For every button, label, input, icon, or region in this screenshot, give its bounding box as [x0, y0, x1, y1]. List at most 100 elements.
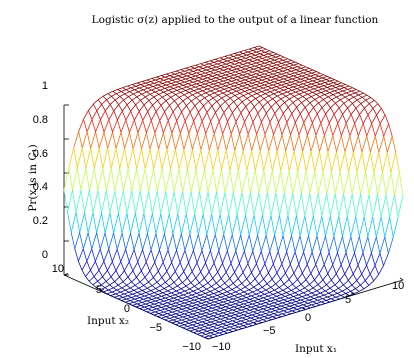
mesh-line — [329, 92, 334, 95]
mesh-line — [239, 312, 244, 316]
mesh-line — [145, 81, 151, 84]
mesh-line — [248, 57, 255, 61]
mesh-line — [142, 87, 149, 91]
mesh-line — [209, 303, 214, 306]
mesh-line — [206, 299, 212, 303]
mesh-line — [335, 273, 341, 281]
mesh-line — [283, 297, 289, 301]
mesh-line — [184, 312, 190, 315]
mesh-line — [231, 90, 237, 94]
mesh-line — [319, 82, 325, 85]
mesh-line — [333, 82, 338, 85]
mesh-line — [223, 79, 229, 82]
z-axis-label: Pr(x is in C₁) — [27, 144, 39, 211]
mesh-line — [261, 48, 267, 52]
mesh-line — [293, 296, 298, 299]
mesh-line — [191, 72, 197, 75]
mesh-line — [353, 151, 358, 173]
mesh-line — [281, 84, 285, 88]
mesh-line — [175, 322, 181, 325]
mesh-line — [200, 92, 207, 96]
mesh-line — [230, 315, 235, 319]
mesh-line — [109, 212, 114, 234]
mesh-line — [267, 101, 272, 108]
mesh-line — [200, 271, 205, 279]
mesh-line — [199, 327, 204, 330]
mesh-line — [332, 92, 339, 95]
mesh-line — [134, 87, 140, 91]
mesh-line — [264, 293, 269, 297]
mesh-line — [202, 88, 208, 92]
mesh-line — [190, 169, 197, 192]
mesh-line — [130, 104, 136, 112]
mesh-line — [124, 93, 129, 97]
mesh-line — [257, 320, 262, 324]
mesh-line — [271, 64, 277, 67]
mesh-line — [349, 123, 356, 136]
mesh-line — [314, 273, 320, 281]
mesh-line — [257, 87, 264, 91]
mesh-line — [221, 72, 226, 76]
mesh-line — [181, 75, 188, 78]
mesh-line — [255, 305, 260, 308]
mesh-line — [204, 82, 210, 85]
mesh-line — [163, 300, 168, 304]
mesh-line — [275, 76, 281, 80]
mesh-line — [328, 83, 333, 87]
mesh-line — [237, 308, 242, 311]
mesh-line — [207, 86, 213, 90]
mesh-line — [292, 77, 298, 80]
mesh-line — [286, 60, 292, 63]
mesh-line — [232, 320, 237, 323]
mesh-line — [253, 68, 258, 72]
mesh-line — [327, 96, 333, 100]
mesh-line — [182, 282, 187, 287]
mesh-line — [216, 306, 221, 309]
mesh-line — [233, 65, 239, 68]
mesh-line — [249, 309, 254, 313]
mesh-line — [169, 75, 174, 78]
mesh-line — [224, 66, 229, 70]
mesh-line — [246, 272, 252, 280]
mesh-line — [224, 65, 230, 68]
mesh-line — [110, 168, 116, 191]
mesh-line — [239, 92, 244, 96]
mesh-line — [282, 59, 287, 63]
mesh-line — [63, 189, 68, 213]
mesh-line — [288, 273, 295, 280]
mesh-line — [125, 249, 130, 262]
mesh-line — [251, 313, 258, 316]
mesh-line — [340, 295, 345, 298]
mesh-line — [152, 305, 158, 308]
mesh-line — [326, 77, 332, 80]
mesh-line — [219, 298, 225, 301]
mesh-line — [165, 314, 172, 318]
mesh-line — [373, 274, 379, 282]
mesh-line — [300, 67, 305, 71]
mesh-line — [119, 293, 125, 297]
mesh-line — [346, 194, 353, 217]
mesh-line — [209, 323, 215, 326]
mesh-line — [361, 94, 368, 98]
mesh-line — [150, 313, 155, 316]
mesh-line — [229, 306, 235, 309]
mesh-line — [199, 278, 205, 284]
mesh-line — [202, 77, 208, 80]
mesh-line — [299, 81, 304, 85]
mesh-line — [156, 281, 161, 287]
mesh-line — [133, 91, 139, 95]
mesh-line — [245, 286, 250, 291]
mesh-line — [155, 213, 162, 234]
mesh-line — [211, 105, 216, 113]
mesh-line — [209, 301, 215, 304]
mesh-line — [136, 82, 141, 85]
mesh-line — [276, 305, 282, 308]
mesh-line — [219, 321, 224, 325]
mesh-line — [223, 329, 229, 332]
mesh-line — [259, 293, 265, 297]
mesh-line — [90, 147, 95, 169]
mesh-line — [208, 133, 215, 150]
mesh-line — [204, 94, 210, 99]
mesh-line — [351, 89, 357, 92]
mesh-line — [104, 110, 110, 120]
